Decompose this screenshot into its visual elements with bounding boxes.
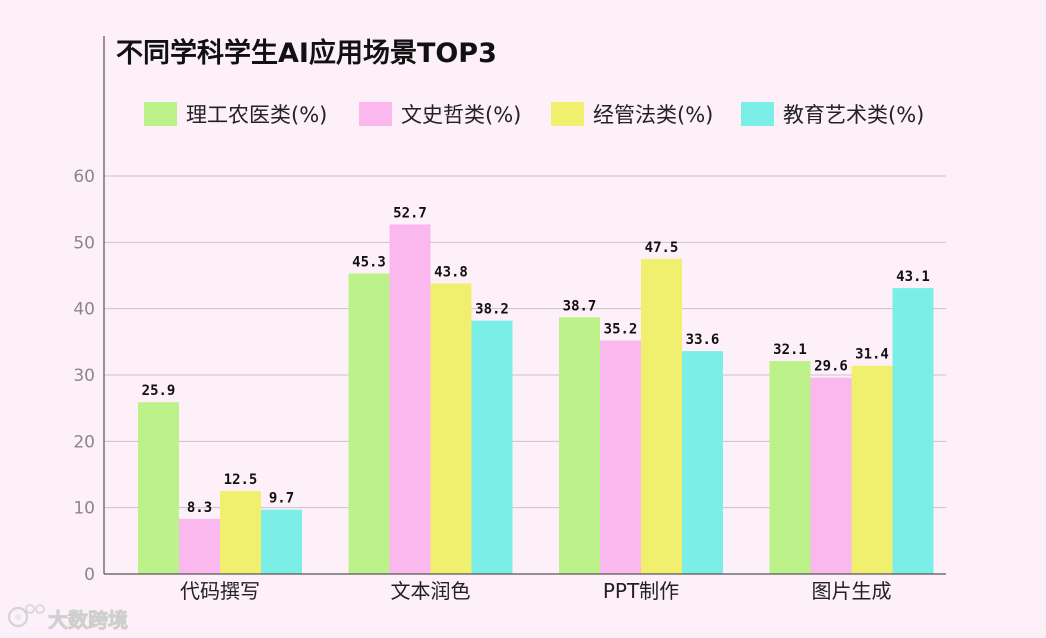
data-label: 33.6 — [686, 332, 720, 348]
data-label: 9.7 — [269, 491, 294, 507]
bar — [682, 351, 723, 574]
x-tick-label: PPT制作 — [603, 579, 679, 603]
bar — [179, 518, 220, 574]
y-tick-label: 40 — [73, 300, 95, 320]
y-tick-label: 50 — [73, 233, 95, 253]
data-label: 32.1 — [773, 342, 807, 358]
legend-swatch — [359, 102, 392, 126]
bar — [348, 273, 390, 574]
legend-item: 理工农医类(%) — [144, 102, 327, 127]
legend-item: 文史哲类(%) — [359, 102, 521, 127]
y-tick-label: 10 — [73, 499, 95, 519]
bar — [389, 224, 431, 574]
legend-swatch — [144, 102, 177, 126]
watermark-text: 大数跨境 — [48, 608, 128, 632]
bar — [261, 509, 302, 574]
bar — [471, 320, 513, 574]
legend: 理工农医类(%) 文史哲类(%) 经管法类(%) 教育艺术类(%) — [144, 102, 924, 127]
data-label: 52.7 — [393, 205, 427, 221]
data-label: 29.6 — [814, 359, 848, 375]
y-tick-label: 0 — [84, 565, 95, 585]
data-label: 45.3 — [352, 255, 386, 271]
data-label: 8.3 — [187, 500, 212, 516]
y-tick-label: 60 — [73, 167, 95, 187]
bar — [851, 365, 893, 574]
x-tick-label: 图片生成 — [812, 579, 892, 603]
watermark: 大数跨境 — [7, 604, 128, 632]
bar — [641, 258, 682, 574]
data-labels: 25.9 8.3 12.5 9.7 45.3 52.7 43.8 38.2 38.7 35.2 47… — [142, 205, 930, 516]
y-tick-label: 30 — [73, 366, 95, 386]
y-axis-ticks: 0 10 20 30 40 50 60 — [73, 167, 95, 585]
bar — [810, 377, 852, 574]
data-label: 43.1 — [896, 269, 930, 285]
legend-label: 经管法类(%) — [593, 103, 713, 127]
data-label: 43.8 — [434, 264, 468, 280]
legend-item: 经管法类(%) — [551, 102, 713, 127]
legend-label: 文史哲类(%) — [401, 103, 521, 127]
bar — [138, 402, 179, 574]
bar — [600, 340, 641, 574]
legend-label: 理工农医类(%) — [186, 103, 327, 127]
bar — [559, 317, 600, 574]
legend-label: 教育艺术类(%) — [783, 103, 924, 127]
data-label: 38.7 — [563, 298, 597, 314]
data-label: 47.5 — [645, 240, 679, 256]
data-label: 12.5 — [224, 472, 258, 488]
data-label: 25.9 — [142, 383, 176, 399]
bars — [138, 224, 934, 574]
data-label: 38.2 — [475, 302, 509, 318]
x-axis-ticks: 代码撰写 文本润色 PPT制作 图片生成 — [180, 579, 892, 603]
bar — [220, 491, 261, 574]
x-tick-label: 文本润色 — [391, 579, 471, 603]
bar — [892, 288, 934, 574]
bar — [430, 283, 472, 574]
logo-icon — [7, 604, 45, 628]
chart-title: 不同学科学生AI应用场景TOP3 — [116, 37, 497, 69]
legend-item: 教育艺术类(%) — [741, 102, 924, 127]
data-label: 35.2 — [604, 322, 638, 338]
x-tick-label: 代码撰写 — [180, 579, 260, 603]
legend-swatch — [741, 102, 774, 126]
bar — [769, 361, 811, 574]
y-tick-label: 20 — [73, 432, 95, 452]
data-label: 31.4 — [855, 347, 889, 363]
legend-swatch — [551, 102, 584, 126]
